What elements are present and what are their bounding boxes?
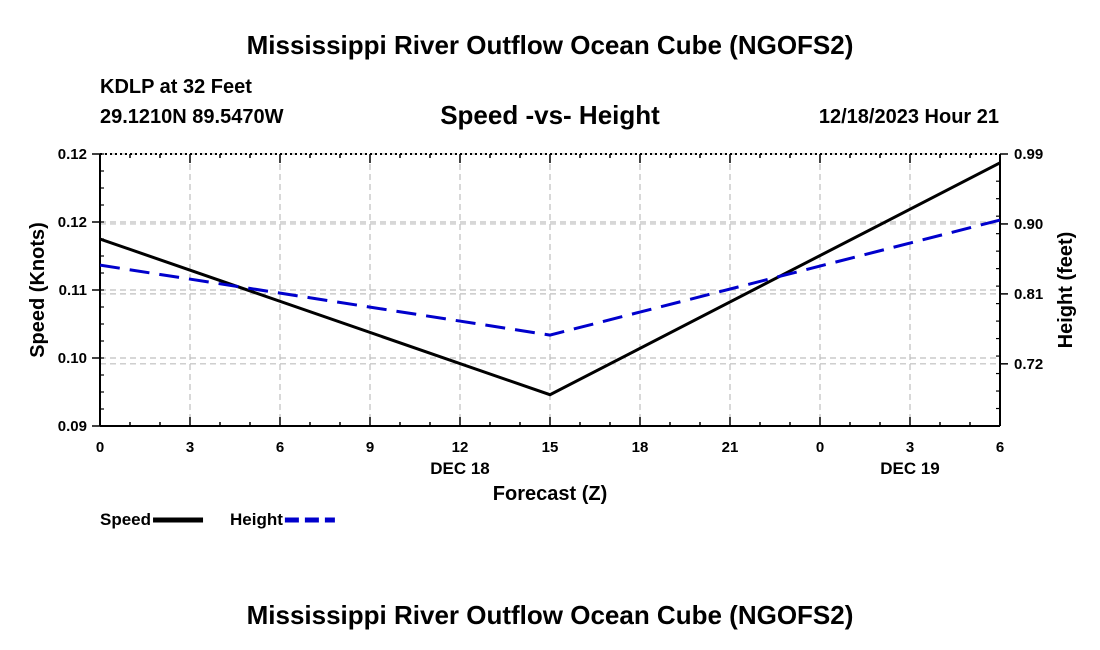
- x-tick-label: 6: [996, 439, 1004, 456]
- x-tick-label: 12: [452, 439, 469, 456]
- speed-legend-label: Speed: [100, 510, 151, 529]
- y-tick-label: 0.12: [58, 214, 87, 231]
- speed-height-chart: 0 3 6 9 12 15 18 21 0 3 6 DEC 18 DEC 19 Forecast (Z) 0…: [27, 146, 1077, 529]
- x-tick-label: 3: [186, 439, 194, 456]
- x-tick-label: 6: [276, 439, 284, 456]
- station-label: KDLP at 32 Feet: [100, 76, 252, 98]
- y2-tick-label: 0.99: [1014, 146, 1043, 163]
- chart-title: Speed -vs- Height: [440, 100, 660, 130]
- y2-axis-title: Height (feet): [1055, 232, 1077, 349]
- main-title: Mississippi River Outflow Ocean Cube (NG…: [246, 30, 854, 60]
- x-tick-label: 3: [906, 439, 914, 456]
- x-tick-label: 0: [816, 439, 824, 456]
- y2-tick-label: 0.90: [1014, 216, 1043, 233]
- forecast-datetime: 12/18/2023 Hour 21: [818, 106, 999, 128]
- height-legend-label: Height: [230, 510, 283, 529]
- height-series-line: [100, 218, 1000, 337]
- y-tick-label: 0.11: [59, 282, 87, 299]
- y-axis-title: Speed (Knots): [27, 222, 49, 358]
- x-tick-label: 0: [96, 439, 104, 456]
- x-axis-title: Forecast (Z): [493, 483, 607, 505]
- date-label: DEC 18: [430, 459, 490, 478]
- x-tick-label: 15: [542, 439, 559, 456]
- x-tick-label: 21: [722, 439, 739, 456]
- y-tick-label: 0.12: [58, 146, 87, 163]
- speed-series-line: [100, 161, 1000, 397]
- y-tick-label: 0.10: [58, 350, 87, 367]
- footer-title: Mississippi River Outflow Ocean Cube (NG…: [246, 600, 854, 630]
- date-label: DEC 19: [880, 459, 940, 478]
- y2-tick-label: 0.72: [1014, 356, 1043, 373]
- station-coordinates: 29.1210N 89.5470W: [100, 106, 284, 128]
- x-tick-label: 9: [366, 439, 374, 456]
- x-tick-label: 18: [632, 439, 649, 456]
- y2-tick-label: 0.81: [1014, 286, 1043, 303]
- y-tick-label: 0.09: [58, 418, 87, 435]
